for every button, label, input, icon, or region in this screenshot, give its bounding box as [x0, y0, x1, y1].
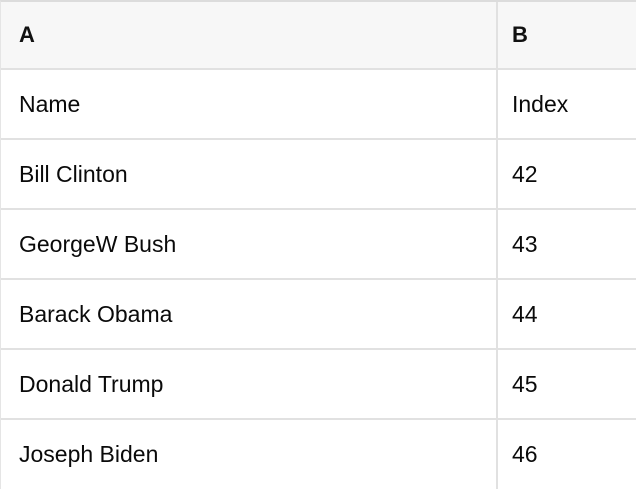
table-row: Bill Clinton 42: [1, 140, 636, 210]
index-cell[interactable]: 44: [512, 300, 538, 327]
table-row: Joseph Biden 46: [1, 420, 636, 489]
table-row: GeorgeW Bush 43: [1, 210, 636, 280]
index-cell[interactable]: Index: [512, 90, 569, 117]
index-cell[interactable]: 45: [512, 370, 538, 397]
name-cell[interactable]: Donald Trump: [1, 350, 498, 418]
index-cell[interactable]: 43: [512, 230, 538, 257]
name-cell[interactable]: Joseph Biden: [1, 420, 498, 489]
name-cell[interactable]: Bill Clinton: [1, 140, 498, 208]
table-row: Name Index: [1, 70, 636, 140]
column-header-b[interactable]: B: [512, 22, 528, 47]
column-header-row: A B: [1, 2, 636, 70]
name-cell[interactable]: Barack Obama: [1, 280, 498, 348]
name-cell[interactable]: Name: [1, 70, 498, 138]
table-row: Donald Trump 45: [1, 350, 636, 420]
column-header-a[interactable]: A: [1, 2, 498, 68]
index-cell[interactable]: 46: [512, 441, 538, 467]
name-cell[interactable]: GeorgeW Bush: [1, 210, 498, 278]
index-cell[interactable]: 42: [512, 160, 538, 187]
table-row: Barack Obama 44: [1, 280, 636, 350]
